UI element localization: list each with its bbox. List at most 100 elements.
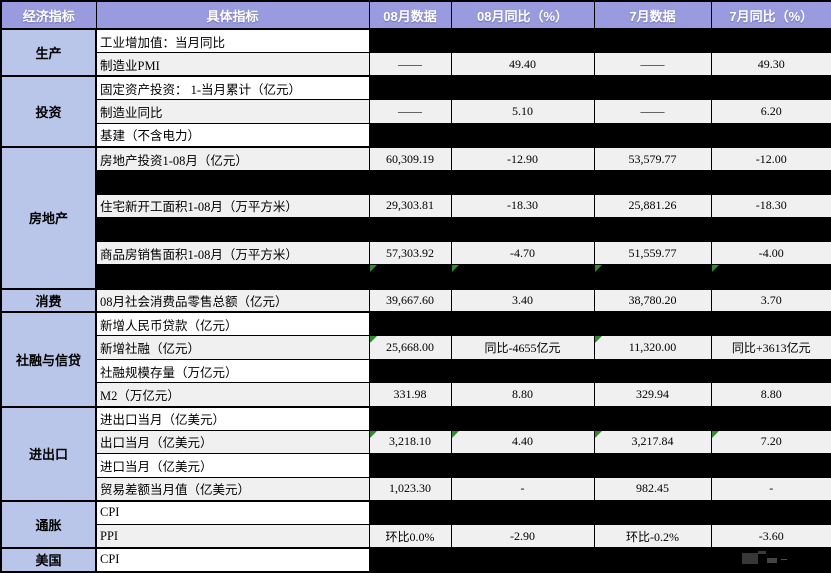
data-cell[interactable]: 60,309.19 (368, 145, 452, 172)
category-cell[interactable]: 消费 (0, 287, 97, 314)
data-cell[interactable]: 5.10 (450, 99, 595, 124)
indicator-label[interactable]: 贸易差额当月值（亿美元） (95, 476, 370, 502)
indicator-label[interactable]: 出口当月（亿美元） (95, 429, 370, 455)
data-cell[interactable]: —— (593, 99, 712, 124)
data-cell[interactable]: —— (368, 52, 452, 77)
data-cell[interactable]: 环比-0.2% (593, 523, 712, 549)
data-cell[interactable]: 4.40 (450, 429, 595, 455)
table-row: 进口当月（亿美元） (1, 453, 831, 478)
data-cell[interactable]: 49.40 (450, 52, 595, 77)
data-cell[interactable]: 8.80 (450, 382, 595, 407)
masked-data-cell[interactable] (368, 405, 831, 431)
masked-separator-cell[interactable] (95, 264, 831, 290)
indicator-label[interactable]: CPI (95, 547, 370, 573)
indicator-label[interactable]: 房地产投资1-08月（亿元） (95, 145, 370, 172)
table-row: 社融与信贷 新增人民币贷款（亿元） (0, 311, 831, 408)
data-cell[interactable]: 环比0.0% (368, 523, 452, 549)
cell-flag-icon (595, 336, 602, 344)
indicator-label[interactable]: M2（万亿元） (95, 382, 370, 407)
data-cell[interactable]: 25,668.00 (368, 335, 452, 360)
data-cell[interactable]: -2.90 (450, 523, 595, 549)
data-cell[interactable]: -12.00 (710, 145, 831, 172)
indicator-label[interactable]: PPI (95, 523, 370, 549)
column-header-3[interactable]: 08月同比（%） (450, 0, 595, 30)
data-cell[interactable]: - (710, 476, 831, 502)
data-cell[interactable]: -12.90 (450, 145, 595, 172)
indicator-label[interactable]: 进出口当月（亿美元） (95, 405, 370, 431)
table-row: 制造业PMI —— 49.40 —— 49.30 (1, 52, 831, 77)
data-cell[interactable]: 同比+3613亿元 (710, 335, 831, 360)
data-cell[interactable]: 3.70 (710, 287, 831, 313)
data-cell[interactable]: -18.30 (450, 193, 595, 219)
masked-data-cell[interactable] (368, 28, 831, 54)
cell-flag-icon (370, 265, 377, 273)
category-cell[interactable]: 通胀 (0, 499, 97, 550)
masked-data-cell[interactable] (368, 499, 831, 525)
masked-data-cell[interactable] (368, 453, 831, 478)
masked-separator-cell[interactable] (95, 217, 831, 242)
data-cell[interactable]: 29,303.81 (368, 193, 452, 219)
masked-data-cell[interactable] (368, 358, 831, 384)
indicator-label[interactable]: 进口当月（亿美元） (95, 453, 370, 478)
indicator-label[interactable]: 制造业同比 (95, 99, 370, 124)
data-cell[interactable]: 3.40 (450, 287, 595, 313)
indicator-label[interactable]: 制造业PMI (95, 52, 370, 77)
data-cell[interactable]: 51,559.77 (593, 240, 712, 266)
indicator-label[interactable]: 商品房销售面积1-08月（万平方米） (95, 240, 370, 266)
data-cell[interactable]: 1,023.30 (368, 476, 452, 502)
indicator-label[interactable]: 基建（不含电力） (95, 122, 370, 148)
data-cell[interactable]: 57,303.92 (368, 240, 452, 266)
category-cell[interactable]: 投资 (0, 75, 97, 148)
indicator-label[interactable]: CPI (95, 499, 370, 525)
masked-data-cell[interactable] (368, 122, 831, 148)
table-row: 出口当月（亿美元） 3,218.10 4.40 3,217.84 7.20 (1, 429, 831, 455)
category-cell[interactable]: 生产 (0, 27, 97, 78)
data-cell[interactable]: 25,881.26 (593, 193, 712, 219)
column-header-5[interactable]: 7月同比（%） (710, 0, 831, 30)
data-cell[interactable]: —— (368, 99, 452, 124)
data-cell[interactable]: 同比-4655亿元 (450, 335, 595, 360)
category-cell[interactable]: 房地产 (0, 145, 97, 290)
indicator-label[interactable]: 新增社融（亿元） (95, 335, 370, 360)
category-cell[interactable]: 进出口 (0, 405, 97, 502)
header-row: 经济指标 具体指标 08月数据 08月同比（%） 7月数据 7月同比（%） (0, 0, 831, 30)
masked-data-cell[interactable] (368, 311, 831, 337)
data-cell[interactable]: -18.30 (710, 193, 831, 219)
data-cell[interactable]: -3.60 (710, 523, 831, 549)
data-cell[interactable]: 53,579.77 (593, 145, 712, 172)
data-cell[interactable]: 7.20 (710, 429, 831, 455)
data-cell[interactable]: 331.98 (368, 382, 452, 407)
data-cell[interactable]: 6.20 (710, 99, 831, 124)
data-cell[interactable]: 38,780.20 (593, 287, 712, 313)
data-cell[interactable]: —— (593, 52, 712, 77)
column-header-4[interactable]: 7月数据 (593, 0, 712, 30)
category-cell[interactable]: 社融与信贷 (0, 311, 97, 408)
column-header-2[interactable]: 08月数据 (368, 0, 452, 30)
data-cell[interactable]: - (450, 476, 595, 502)
indicator-label[interactable]: 08月社会消费品零售总额（亿元） (95, 287, 370, 313)
indicator-label[interactable]: 新增人民币贷款（亿元） (95, 311, 370, 337)
data-cell[interactable]: 3,218.10 (368, 429, 452, 455)
data-cell[interactable]: 49.30 (710, 52, 831, 77)
data-cell[interactable]: -4.00 (710, 240, 831, 266)
masked-separator-cell[interactable] (95, 170, 831, 195)
column-header-1[interactable]: 具体指标 (95, 0, 370, 30)
masked-data-cell[interactable] (368, 547, 831, 573)
indicator-label[interactable]: 住宅新开工面积1-08月（万平方米） (95, 193, 370, 219)
category-cell[interactable]: 美国 (0, 547, 97, 573)
masked-data-cell[interactable] (368, 75, 831, 101)
column-header-0[interactable]: 经济指标 (0, 0, 97, 30)
indicator-label[interactable]: 固定资产投资： 1-当月累计（亿元） (95, 75, 370, 101)
cell-flag-icon (370, 431, 377, 438)
data-cell[interactable]: 11,320.00 (593, 335, 712, 360)
indicator-label[interactable]: 社融规模存量（万亿元） (95, 358, 370, 384)
data-cell[interactable]: 982.45 (593, 476, 712, 502)
indicator-label[interactable]: 工业增加值：当月同比 (95, 28, 370, 54)
data-cell[interactable]: 3,217.84 (593, 429, 712, 455)
data-cell[interactable]: -4.70 (450, 240, 595, 266)
data-cell[interactable]: 329.94 (593, 382, 712, 407)
data-cell[interactable]: 39,667.60 (368, 287, 452, 313)
cell-flag-icon (452, 265, 459, 273)
data-cell[interactable]: 8.80 (710, 382, 831, 407)
